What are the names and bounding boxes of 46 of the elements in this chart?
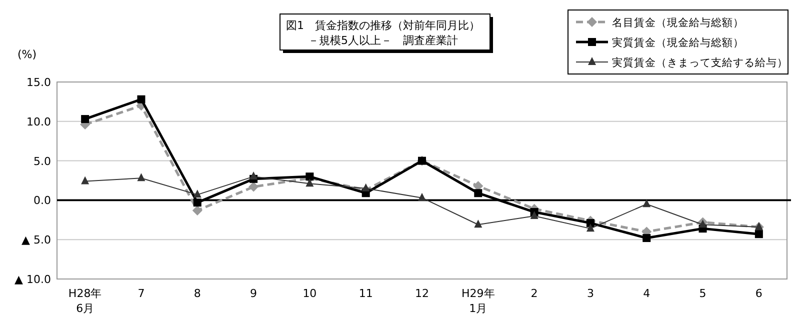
point — [698, 220, 707, 228]
x-tick-label: 10 — [302, 287, 317, 300]
legend-label: 名目賃金（現金給与総額） — [612, 16, 744, 29]
point — [642, 199, 651, 208]
point — [81, 176, 90, 184]
y-tick-label: 5.0 — [34, 154, 51, 168]
point — [474, 220, 482, 228]
point — [137, 173, 146, 182]
x-tick-label: 6 — [755, 287, 762, 300]
y-tick-label: 0.0 — [34, 194, 51, 208]
point — [192, 205, 202, 216]
x-tick-label: 3 — [586, 287, 594, 300]
point — [418, 192, 426, 201]
point — [306, 178, 314, 187]
x-tick-label: 12 — [415, 287, 429, 300]
legend-label: 実質賃金（きまって支給する給与） — [612, 56, 788, 69]
x-tick-label: 5 — [699, 287, 706, 300]
point — [248, 182, 259, 192]
chart-subtitle: －規模5人以上－ 調査産業計 — [308, 34, 458, 47]
point — [586, 224, 594, 232]
x-tick-label: H28年 6月 — [68, 287, 102, 315]
y-tick-label: ▲ 10.0 — [14, 273, 51, 286]
point — [250, 172, 258, 180]
point — [193, 190, 202, 198]
point — [81, 115, 90, 124]
point — [137, 95, 146, 104]
x-tick-label: H29年 1月 — [462, 287, 495, 315]
legend-label: 実質賃金（現金給与総額） — [612, 36, 744, 49]
point — [306, 172, 314, 181]
point — [642, 234, 651, 242]
y-tick-label: 10.0 — [26, 115, 51, 128]
x-tick-label: 9 — [250, 287, 258, 300]
x-tick-label: 11 — [358, 287, 373, 300]
y-axis-title: (%) — [17, 48, 37, 61]
y-tick-label: ▲ 5.0 — [22, 234, 51, 247]
point — [362, 183, 370, 192]
x-tick-label: 7 — [138, 287, 145, 300]
point — [193, 198, 202, 207]
y-tick-label: 15.0 — [26, 76, 51, 89]
point — [474, 189, 482, 198]
point — [754, 230, 763, 238]
x-tick-label: 4 — [643, 287, 650, 300]
x-tick-label: 8 — [194, 287, 201, 300]
chart-title: 図1 賃金指数の推移（対前年同月比） — [286, 19, 480, 32]
x-tick-label: 2 — [530, 287, 538, 300]
point — [530, 210, 538, 219]
